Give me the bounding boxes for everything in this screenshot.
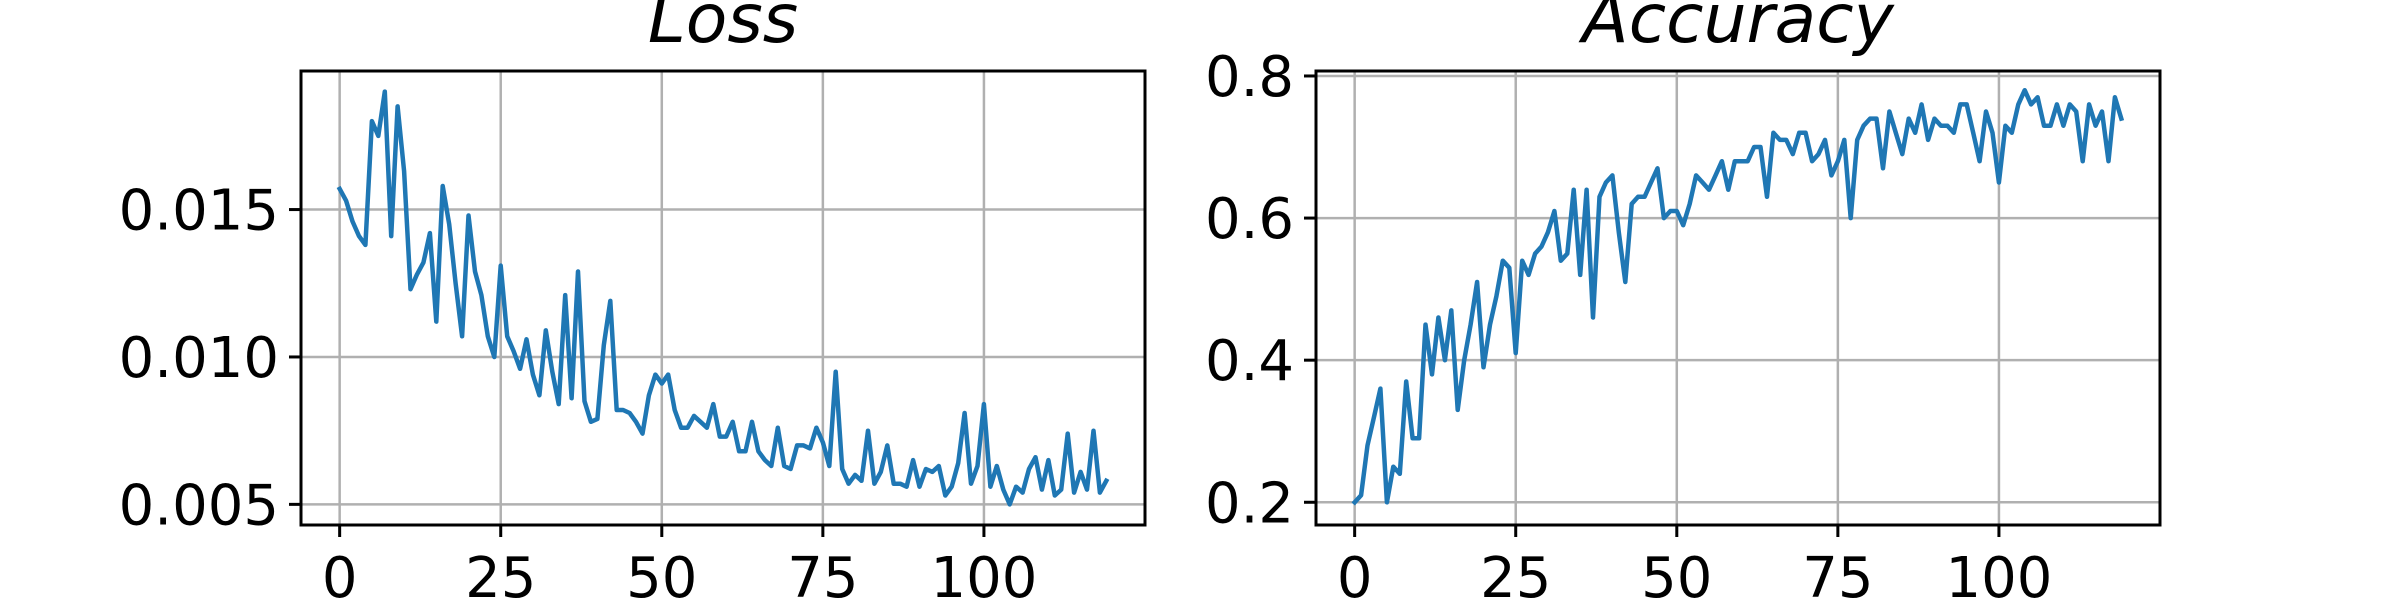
accuracy-series-line [1351,87,2125,506]
loss-y-tick-label: 0.015 [119,179,279,244]
accuracy-y-tick-label: 0.4 [1205,329,1294,394]
loss-x-tick-label: 25 [465,546,536,600]
loss-y-tick-label: 0.010 [119,326,279,391]
loss-x-tick-label: 75 [787,546,858,600]
loss-y-tick-label: 0.005 [119,473,279,538]
accuracy-x-tick-label: 50 [1641,546,1712,600]
accuracy-y-tick-label: 0.2 [1205,471,1294,536]
accuracy-axis-layer: 0 25 50 75 100 0.2 0.4 0.6 0.8 [1205,45,2052,605]
accuracy-grid [1316,71,2160,525]
loss-x-tick-label: 0 [322,546,358,600]
accuracy-chart: Accuracy 0 25 50 75 100 0.2 0.4 0.6 0.8 [1205,0,2162,605]
accuracy-y-tick-label: 0.6 [1205,187,1294,252]
loss-axis-layer: 0 25 50 75 100 0.005 0.010 0.015 [119,179,1038,605]
accuracy-chart-title: Accuracy [1578,0,1894,59]
loss-grid [301,71,1145,525]
accuracy-y-tick-label: 0.8 [1205,45,1294,110]
accuracy-plot-frame [1314,69,2162,527]
loss-plot-frame [299,69,1147,527]
accuracy-x-tick-label: 100 [1945,546,2052,600]
loss-chart: Loss 0 25 50 75 100 0.005 0.010 0.015 [119,0,1147,605]
loss-x-tick-label: 100 [930,546,1037,600]
loss-series-line [336,89,1110,507]
accuracy-x-tick-label: 75 [1802,546,1873,600]
accuracy-x-tick-label: 25 [1480,546,1551,600]
loss-line-layer [336,89,1110,507]
accuracy-x-tick-label: 0 [1337,546,1373,600]
accuracy-line-layer [1351,87,2125,506]
loss-chart-title: Loss [648,0,798,59]
loss-x-tick-label: 50 [626,546,697,600]
